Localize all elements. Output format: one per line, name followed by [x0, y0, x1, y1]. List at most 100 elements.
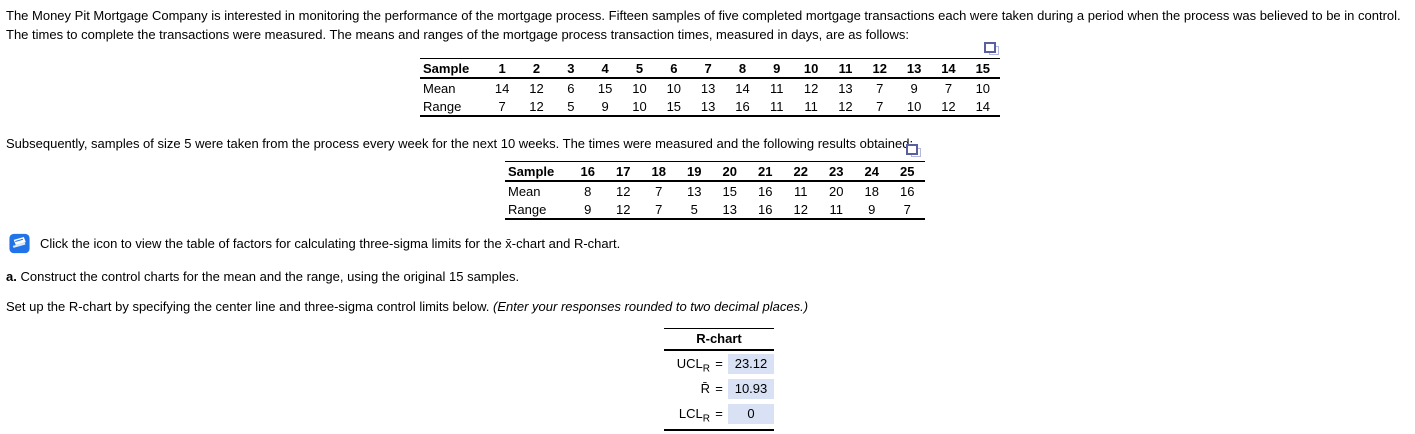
range-cell: 9 [868, 201, 876, 217]
sample-number: 21 [747, 161, 783, 182]
row-label: Range [423, 98, 462, 114]
mean-cell: 7 [876, 80, 884, 96]
mean-cell: 11 [794, 183, 808, 199]
followup-paragraph: Subsequently, samples of size 5 were tak… [6, 136, 914, 151]
mean-cell: 12 [616, 183, 631, 199]
mean-cell: 9 [910, 80, 918, 96]
rchart-title: R-chart [664, 329, 774, 351]
transaction-times-table-1: Sample 1 2 3 4 5 6 7 8 9 10 11 12 13 14 … [420, 58, 1000, 117]
copy-icon-front-window [906, 144, 918, 155]
rchart-lcl-row: LCLR = 0 [664, 401, 774, 426]
sample-number: 23 [818, 161, 854, 182]
factor-table-note-text: Click the icon to view the table of fact… [40, 236, 621, 251]
mean-cell: 16 [900, 183, 915, 199]
range-cell: 12 [793, 201, 808, 217]
mean-cell: 10 [666, 80, 682, 96]
rbar-answer-box[interactable]: 10.93 [728, 378, 774, 399]
sample-number: 11 [828, 58, 863, 79]
rchart-ucl-row: UCLR = 23.12 [664, 351, 774, 376]
range-cell: 12 [941, 98, 956, 114]
rchart-rbar-row: R̄ = 10.93 [664, 376, 774, 401]
range-cell: 11 [804, 98, 818, 114]
equals-sign: = [715, 406, 723, 421]
mean-cell: 16 [758, 183, 773, 199]
sample-number: 14 [931, 58, 966, 79]
range-cell: 16 [758, 201, 773, 217]
table2-corner-label: Sample [505, 161, 570, 182]
copy-table-icon[interactable] [906, 144, 921, 157]
sample-number: 1 [485, 58, 520, 79]
range-cell: 5 [690, 201, 698, 217]
mean-cell: 13 [687, 183, 702, 199]
range-cell: 15 [666, 98, 682, 114]
table2-header-row: Sample 16 17 18 19 20 21 22 23 24 25 [505, 161, 925, 182]
table2-range-row: Range 9 12 7 5 13 16 12 11 9 7 [505, 200, 925, 219]
sample-number: 5 [622, 58, 657, 79]
sample-number: 7 [690, 58, 726, 79]
sample-number: 24 [854, 161, 890, 182]
sample-number: 13 [896, 58, 932, 79]
mean-cell: 8 [584, 183, 592, 199]
row-label: Mean [423, 80, 456, 96]
range-cell: 5 [567, 98, 575, 114]
range-cell: 13 [722, 201, 737, 217]
row-label: Mean [508, 183, 541, 199]
sample-number: 8 [725, 58, 760, 79]
range-cell: 7 [876, 98, 884, 114]
mean-cell: 11 [770, 80, 784, 96]
range-cell: 11 [770, 98, 784, 114]
part-a-instruction: a. Construct the control charts for the … [6, 269, 1006, 284]
mean-cell: 6 [567, 80, 575, 96]
mean-cell: 14 [735, 80, 750, 96]
sample-number: 12 [862, 58, 897, 79]
ucl-answer-box[interactable]: 23.12 [728, 353, 774, 374]
table1-range-row: Range 7 12 5 9 10 15 13 16 11 11 12 7 10… [420, 97, 1000, 116]
sample-number: 18 [641, 161, 677, 182]
mean-cell: 18 [864, 183, 879, 199]
rbar-label: R̄ [700, 381, 710, 396]
sample-number: 9 [759, 58, 794, 79]
mean-cell: 12 [529, 80, 544, 96]
sample-number: 4 [587, 58, 623, 79]
table1-mean-row: Mean 14 12 6 15 10 10 13 14 11 12 13 7 9… [420, 78, 1000, 97]
range-cell: 11 [829, 201, 844, 217]
range-cell: 9 [601, 98, 609, 114]
copy-table-icon[interactable] [984, 42, 999, 55]
rchart-answer-table: R-chart UCLR = 23.12 R̄ = 10.93 LCLR = 0 [664, 328, 774, 431]
part-a-label: a. [6, 269, 17, 284]
range-cell: 16 [735, 98, 750, 114]
setup-instruction: Set up the R-chart by specifying the cen… [6, 299, 1106, 314]
mean-cell: 7 [655, 183, 663, 199]
sample-number: 10 [793, 58, 829, 79]
setup-note: (Enter your responses rounded to two dec… [493, 299, 809, 314]
range-cell: 12 [838, 98, 853, 114]
part-a-text: Construct the control charts for the mea… [20, 269, 520, 284]
intro-paragraph: The Money Pit Mortgage Company is intere… [6, 8, 1401, 42]
equals-sign: = [715, 356, 723, 371]
book-icon[interactable] [8, 232, 31, 255]
range-cell: 10 [906, 98, 922, 114]
range-cell: 12 [616, 201, 631, 217]
sample-number: 16 [570, 161, 606, 182]
table1-corner-label: Sample [420, 58, 485, 79]
ucl-label: UCLR [676, 356, 710, 375]
sample-number: 3 [553, 58, 588, 79]
lcl-answer-box[interactable]: 0 [728, 403, 774, 424]
sample-number: 19 [676, 161, 712, 182]
mean-cell: 10 [975, 80, 991, 96]
row-label: Range [508, 201, 547, 217]
range-cell: 7 [498, 98, 506, 114]
factor-table-note-row: Click the icon to view the table of fact… [8, 232, 620, 255]
table2-mean-row: Mean 8 12 7 13 15 16 11 20 18 16 [505, 181, 925, 200]
mean-cell: 13 [700, 80, 716, 96]
mean-cell: 14 [494, 80, 510, 96]
mean-cell: 20 [829, 183, 844, 199]
table1-header-row: Sample 1 2 3 4 5 6 7 8 9 10 11 12 13 14 … [420, 58, 1000, 79]
mean-cell: 15 [722, 183, 737, 199]
mean-cell: 12 [803, 80, 819, 96]
sample-number: 17 [605, 161, 641, 182]
mean-cell: 13 [838, 80, 853, 96]
sample-number: 25 [889, 161, 925, 182]
sample-number: 22 [783, 161, 819, 182]
